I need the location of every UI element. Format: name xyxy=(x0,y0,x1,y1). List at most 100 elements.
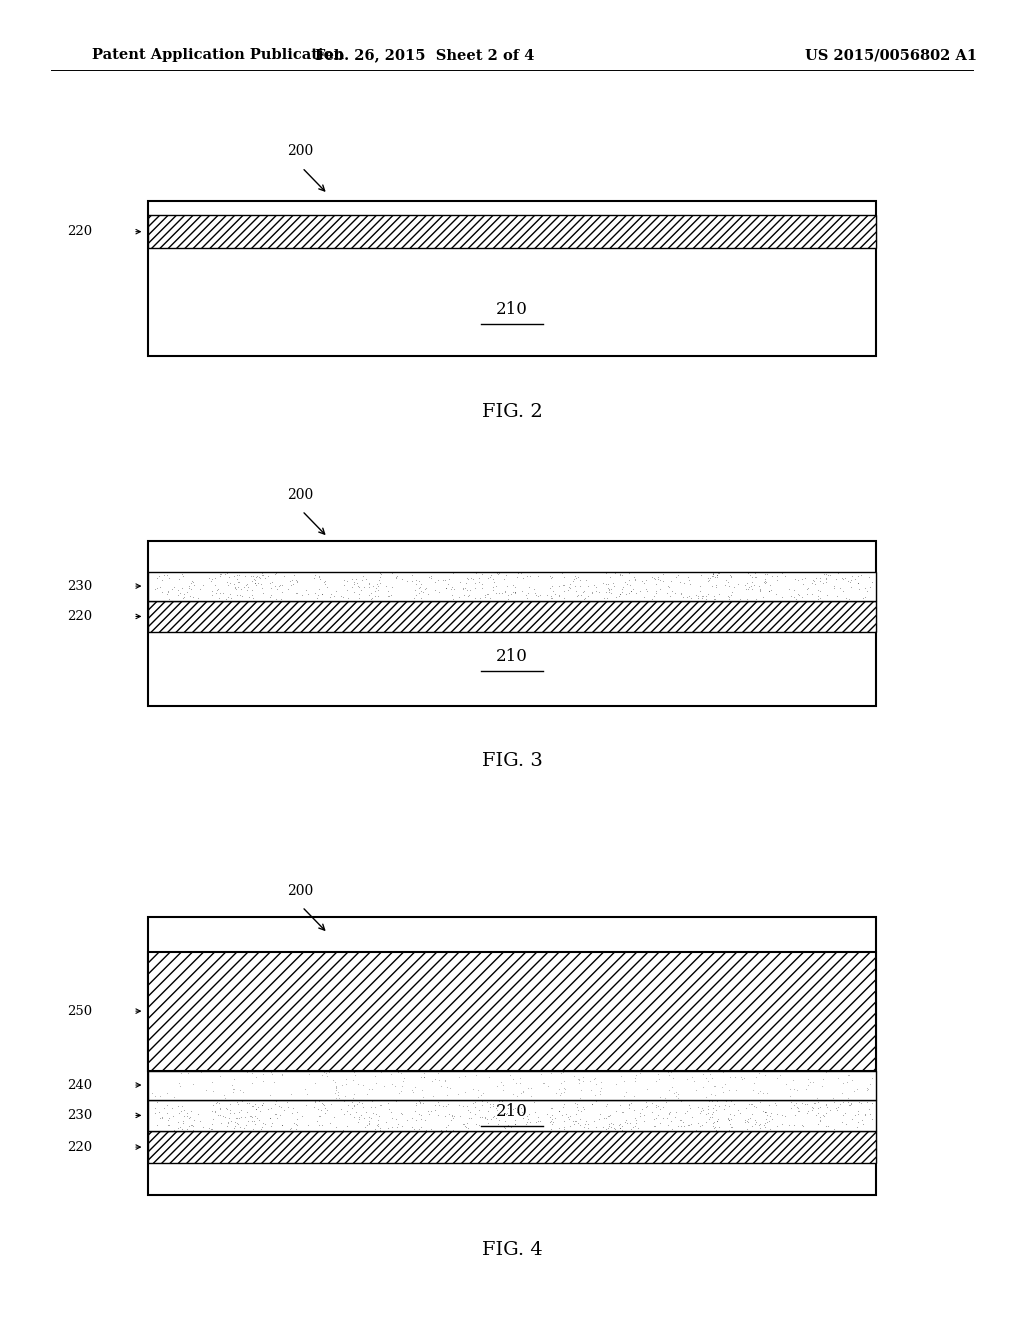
Point xyxy=(360,576,377,597)
Point xyxy=(185,1115,202,1137)
Point xyxy=(829,1100,846,1121)
Point xyxy=(215,582,231,603)
Point xyxy=(380,586,396,607)
Point xyxy=(408,569,424,590)
Point xyxy=(518,565,535,586)
Point xyxy=(757,1101,773,1122)
Point xyxy=(618,1111,635,1133)
Point xyxy=(774,1114,791,1135)
Point xyxy=(806,570,822,591)
Point xyxy=(173,578,189,599)
Point xyxy=(703,576,720,597)
Point xyxy=(847,568,863,589)
Point xyxy=(289,1115,305,1137)
Point xyxy=(480,1111,497,1133)
Point xyxy=(717,1094,733,1115)
Point xyxy=(287,565,303,586)
Text: 230: 230 xyxy=(67,579,92,593)
Point xyxy=(344,1098,360,1119)
Point xyxy=(610,1114,627,1135)
Point xyxy=(338,1100,354,1121)
Point xyxy=(748,1097,764,1118)
Point xyxy=(239,1102,255,1123)
Point xyxy=(165,1106,181,1127)
Point xyxy=(751,1063,767,1084)
Point xyxy=(848,1078,864,1100)
Point xyxy=(284,569,300,590)
Point xyxy=(169,579,185,601)
Bar xyxy=(148,1100,876,1131)
Point xyxy=(690,1113,707,1134)
Text: 250: 250 xyxy=(67,1005,92,1018)
Point xyxy=(811,1106,827,1127)
Point xyxy=(373,564,389,585)
Point xyxy=(598,574,614,595)
Point xyxy=(723,583,739,605)
Point xyxy=(520,1077,537,1098)
Point xyxy=(175,565,191,586)
Point xyxy=(708,1117,724,1138)
Point xyxy=(330,1081,346,1102)
Point xyxy=(603,1111,620,1133)
Point xyxy=(569,1100,586,1121)
Point xyxy=(223,1110,240,1131)
Point xyxy=(785,579,802,601)
Point xyxy=(757,572,773,593)
Point xyxy=(744,572,761,593)
Point xyxy=(825,1118,842,1139)
Point xyxy=(314,1094,331,1115)
Point xyxy=(273,1064,290,1085)
Point xyxy=(762,574,778,595)
Point xyxy=(201,568,217,589)
Point xyxy=(514,1102,530,1123)
Point xyxy=(253,1118,269,1139)
Point xyxy=(191,1110,208,1131)
Point xyxy=(408,583,424,605)
Point xyxy=(336,574,352,595)
Point xyxy=(604,1114,621,1135)
Point xyxy=(720,1107,736,1129)
Text: US 2015/0056802 A1: US 2015/0056802 A1 xyxy=(805,49,977,62)
Point xyxy=(761,581,777,602)
Point xyxy=(545,1111,561,1133)
Point xyxy=(660,1104,677,1125)
Point xyxy=(567,576,584,597)
Point xyxy=(679,1069,695,1090)
Point xyxy=(561,577,578,598)
Point xyxy=(172,1076,188,1097)
Point xyxy=(455,578,471,599)
Point xyxy=(394,1076,411,1097)
Point xyxy=(378,1111,394,1133)
Point xyxy=(791,569,807,590)
Point xyxy=(225,1078,242,1100)
Point xyxy=(257,1114,273,1135)
Point xyxy=(617,1081,634,1102)
Point xyxy=(505,1068,521,1089)
Point xyxy=(744,1080,761,1101)
Point xyxy=(455,1096,471,1117)
Point xyxy=(249,1107,265,1129)
Point xyxy=(217,564,233,585)
Point xyxy=(370,1115,386,1137)
Point xyxy=(283,1084,299,1105)
Point xyxy=(740,1111,757,1133)
Point xyxy=(627,1068,643,1089)
Point xyxy=(805,569,821,590)
Point xyxy=(681,569,697,590)
Point xyxy=(739,1107,756,1129)
Point xyxy=(355,1074,372,1096)
Point xyxy=(605,576,622,597)
Point xyxy=(698,1068,715,1089)
Point xyxy=(707,585,723,606)
Point xyxy=(517,1113,534,1134)
Point xyxy=(282,1118,298,1139)
Point xyxy=(707,1094,723,1115)
Point xyxy=(289,582,305,603)
Point xyxy=(588,576,604,597)
Point xyxy=(508,566,524,587)
Point xyxy=(509,1085,525,1106)
Point xyxy=(218,1098,234,1119)
Point xyxy=(436,569,453,590)
Point xyxy=(231,565,248,586)
Point xyxy=(268,589,285,610)
